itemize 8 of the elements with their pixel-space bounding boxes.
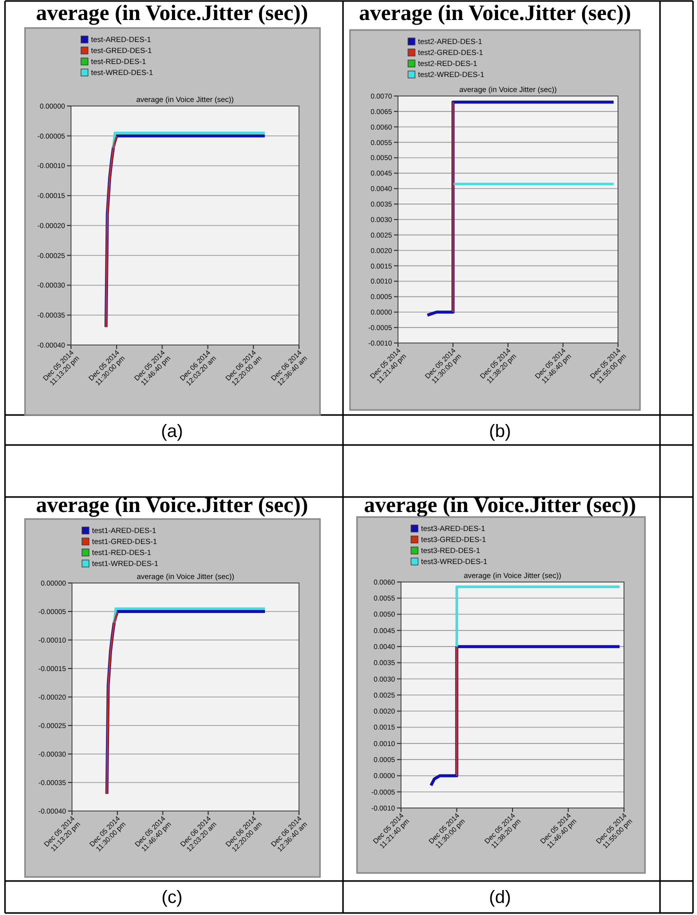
chart-title: average (in Voice.Jitter (sec)) <box>358 0 632 25</box>
text: (c) <box>162 887 182 907</box>
chart-title: average (in Voice.Jitter (sec)) <box>364 492 636 517</box>
chart-title: average (in Voice.Jitter (sec)) <box>36 0 308 25</box>
chart-title: average (in Voice.Jitter (sec)) <box>36 492 308 517</box>
text: (d) <box>489 887 511 907</box>
text: (a) <box>161 421 183 441</box>
text: (b) <box>489 421 511 441</box>
